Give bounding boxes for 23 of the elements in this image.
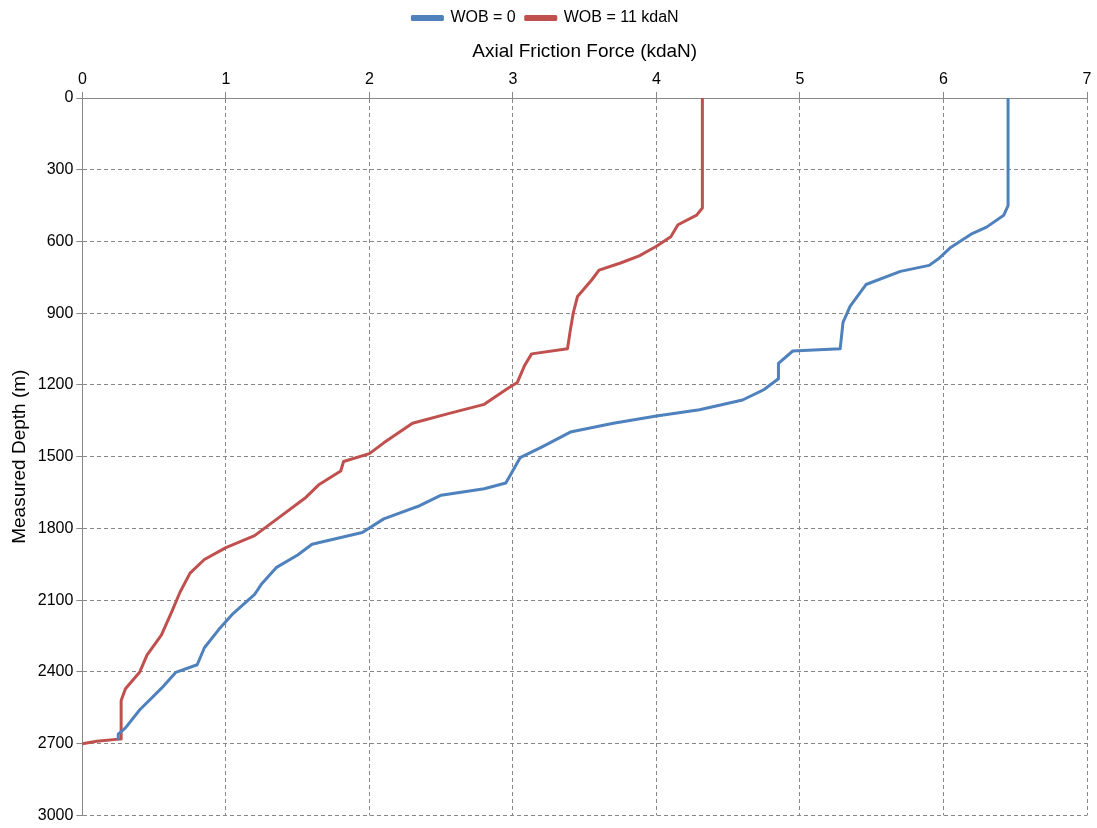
y-axis-title: Measured Depth (m) [7,369,29,544]
legend-label: WOB = 11 kdaN [563,8,679,26]
y-tick-label: 0 [64,88,74,106]
x-tick-label: 1 [221,69,231,87]
y-tick-label: 2700 [37,734,74,752]
y-tick-label: 2100 [37,590,74,608]
y-tick-label: 1500 [37,447,74,465]
legend-label: WOB = 0 [450,8,516,26]
y-tick-label: 1200 [37,375,74,393]
x-tick-label: 3 [508,69,518,87]
x-tick-label: 4 [652,69,661,87]
y-tick-label: 900 [46,303,74,321]
x-tick-label: 2 [364,69,374,87]
y-tick-label: 1800 [37,518,74,536]
x-tick-label: 6 [939,69,949,87]
x-tick-label: 5 [795,69,805,87]
x-tick-label: 7 [1082,69,1092,87]
x-tick-label: 0 [77,69,87,87]
y-tick-label: 3000 [37,805,74,823]
y-tick-label: 300 [46,160,74,178]
x-axis-title: Axial Friction Force (kdaN) [472,39,698,61]
y-tick-label: 2400 [37,662,74,680]
y-tick-label: 600 [46,231,74,249]
